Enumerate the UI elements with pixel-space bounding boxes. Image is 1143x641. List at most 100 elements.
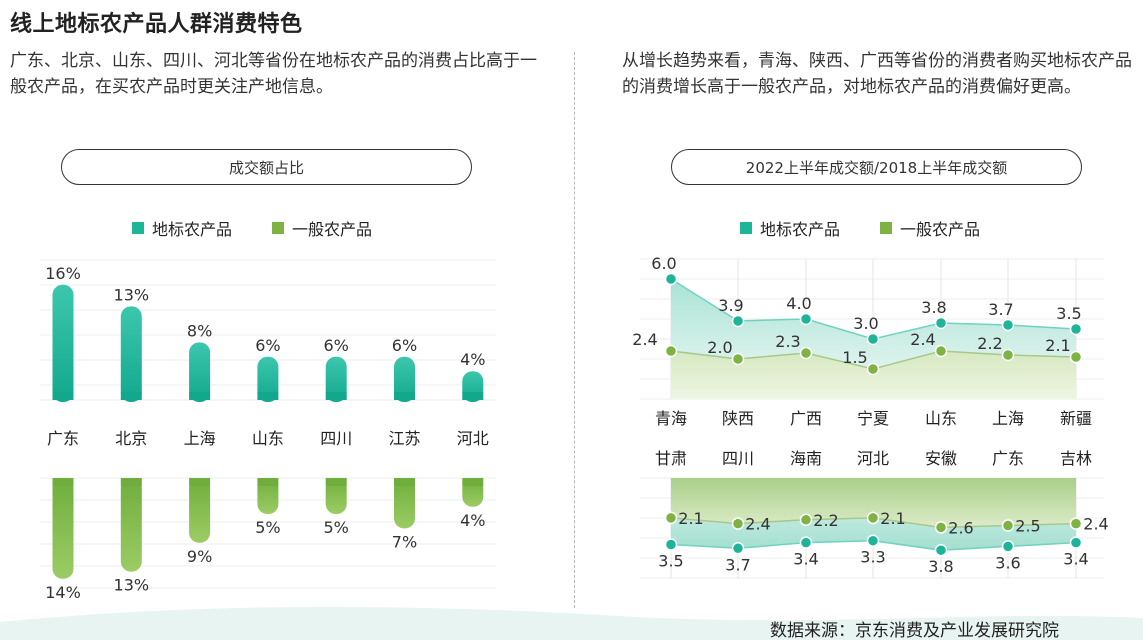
- bar-label-general: 14%: [45, 583, 81, 602]
- bar-general-base: [257, 478, 279, 486]
- point-general: [934, 521, 948, 534]
- right-description: 从增长趋势来看，青海、陕西、广西等省份的消费者购买地标农产品的消费增长高于一般农…: [622, 51, 1132, 97]
- point-label-landmark: 3.5: [658, 552, 683, 571]
- legend-label: 地标农产品: [152, 220, 233, 239]
- category-label: 青海: [655, 409, 687, 428]
- legend-swatch-teal: [132, 222, 144, 234]
- point-general: [934, 344, 948, 358]
- point-label-general: 2.5: [1015, 517, 1040, 536]
- right-chart-title: 2022上半年成交额/2018上半年成交额: [671, 149, 1082, 185]
- bar-label-landmark: 4%: [460, 350, 485, 369]
- legend-label: 地标农产品: [760, 220, 841, 239]
- point-landmark: [799, 536, 813, 549]
- legend-item-general: 一般农产品: [272, 216, 372, 240]
- legend-swatch-teal: [740, 222, 752, 234]
- category-label: 广东: [47, 429, 79, 448]
- category-label: 北京: [115, 429, 147, 448]
- bar-landmark-base: [52, 392, 74, 400]
- point-label-landmark: 3.9: [718, 296, 743, 315]
- category-label: 广西: [790, 409, 822, 428]
- point-label-landmark: 3.4: [793, 550, 818, 569]
- page-title: 线上地标农产品人群消费特色: [10, 12, 303, 37]
- bar-label-landmark: 6%: [255, 336, 280, 355]
- bar-label-general: 9%: [187, 547, 212, 566]
- bar-landmark: [325, 356, 347, 402]
- bar-landmark-base: [394, 392, 415, 400]
- point-label-general: 2.3: [775, 332, 800, 351]
- bar-label-general: 7%: [392, 532, 417, 551]
- bar-label-landmark: 6%: [392, 336, 417, 355]
- bar-label-general: 4%: [460, 511, 485, 530]
- point-label-general: 2.4: [910, 330, 935, 349]
- category-label: 河北: [457, 429, 489, 448]
- area-general: [671, 478, 1076, 528]
- category-label: 山东: [925, 409, 957, 428]
- point-general: [664, 344, 678, 358]
- legend-item-landmark: 地标农产品: [740, 216, 840, 240]
- bar-landmark-base: [462, 392, 484, 400]
- point-general: [1001, 348, 1015, 362]
- bar-label-general: 5%: [324, 518, 349, 537]
- category-label: 甘肃: [655, 449, 687, 468]
- bar-general: [189, 478, 211, 543]
- point-label-landmark: 3.8: [928, 557, 953, 576]
- bar-label-landmark: 6%: [324, 336, 349, 355]
- point-label-landmark: 3.4: [1063, 550, 1088, 569]
- point-general: [731, 517, 745, 530]
- point-general: [799, 513, 813, 527]
- point-general: [866, 511, 880, 525]
- category-label: 广东: [992, 449, 1024, 468]
- legend-label: 一般农产品: [292, 220, 373, 239]
- category-label: 四川: [722, 449, 754, 468]
- bar-landmark: [189, 342, 211, 402]
- bar-landmark-base: [257, 392, 279, 400]
- category-label: 山东: [252, 429, 284, 448]
- point-label-general: 2.4: [632, 330, 657, 349]
- point-label-landmark: 3.0: [853, 314, 878, 333]
- point-landmark: [731, 542, 745, 555]
- legend-swatch-green: [880, 222, 893, 234]
- point-general: [1001, 519, 1015, 532]
- bar-general: [257, 478, 279, 514]
- legend-item-general: 一般农产品: [880, 216, 980, 240]
- point-label-general: 2.4: [745, 515, 770, 534]
- section-divider: [574, 52, 575, 608]
- bar-general: [325, 478, 347, 514]
- point-general: [731, 352, 745, 366]
- point-label-landmark: 3.7: [988, 300, 1013, 319]
- point-general: [866, 362, 880, 376]
- legend-item-landmark: 地标农产品: [132, 216, 232, 240]
- category-label: 河北: [857, 449, 889, 468]
- point-label-landmark: 3.7: [725, 555, 750, 574]
- bar-landmark-base: [325, 392, 347, 400]
- bar-general: [394, 478, 415, 529]
- bar-landmark-base: [189, 392, 211, 400]
- category-label: 四川: [320, 429, 352, 448]
- point-general: [664, 511, 678, 525]
- bar-general: [52, 478, 74, 579]
- point-landmark: [664, 538, 678, 551]
- left-description: 广东、北京、山东、四川、河北等省份在地标农产品的消费占比高于一般农产品，在买农产…: [10, 51, 537, 97]
- point-label-landmark: 4.0: [786, 294, 811, 313]
- point-landmark: [1069, 536, 1083, 549]
- point-label-landmark: 3.6: [995, 553, 1020, 572]
- right-legend: 地标农产品 一般农产品: [740, 216, 1020, 240]
- point-landmark: [934, 316, 948, 330]
- point-general: [799, 346, 813, 360]
- point-landmark: [934, 543, 948, 557]
- area-landmark: [671, 279, 1076, 369]
- bar-general: [120, 478, 142, 572]
- bar-label-landmark: 8%: [187, 321, 212, 340]
- category-label: 江苏: [388, 429, 420, 448]
- category-label: 陕西: [722, 409, 754, 428]
- bar-landmark: [52, 284, 74, 402]
- bar-label-landmark: 13%: [114, 285, 150, 304]
- bar-general-base: [52, 478, 74, 486]
- bar-landmark: [257, 356, 279, 402]
- point-landmark: [1001, 318, 1015, 332]
- data-source: 数据来源：京东消费及产业发展研究院: [770, 621, 1059, 641]
- point-label-general: 1.5: [842, 348, 867, 367]
- point-landmark: [731, 314, 745, 328]
- category-label: 上海: [992, 409, 1024, 428]
